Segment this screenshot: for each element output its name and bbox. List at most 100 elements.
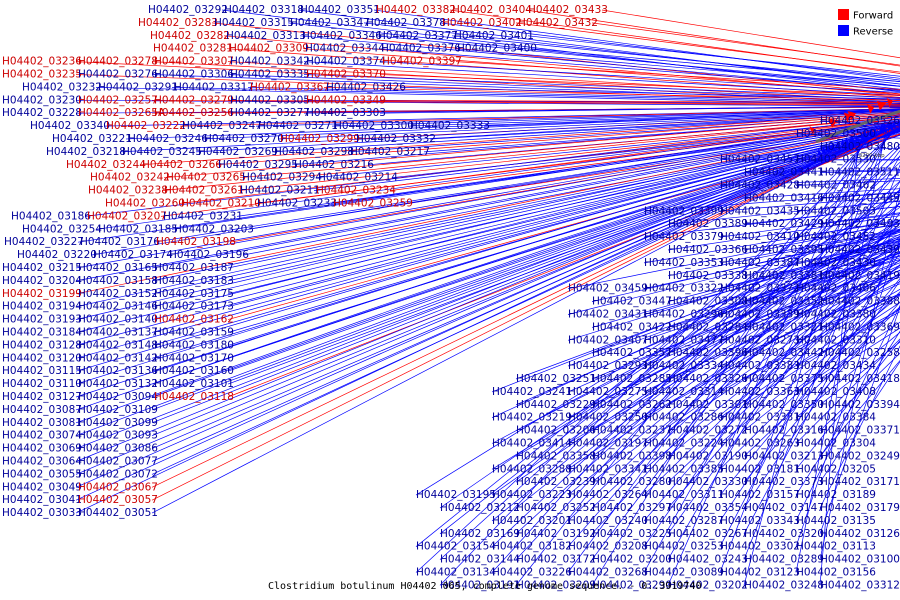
gene-label[interactable]: H04402_03211: [240, 185, 320, 197]
gene-label[interactable]: H04402_03156: [796, 567, 876, 579]
gene-label[interactable]: H04402_03435: [720, 205, 800, 217]
gene-label[interactable]: H04402_03400: [457, 43, 537, 55]
gene-label[interactable]: H04402_03196: [169, 249, 249, 261]
gene-label[interactable]: H04402_03256: [154, 107, 234, 119]
gene-label[interactable]: H04402_03240: [568, 515, 648, 527]
gene-label[interactable]: H04402_03257: [78, 94, 158, 106]
gene-label[interactable]: H04402_03221: [52, 133, 132, 145]
gene-label[interactable]: H04402_03249: [820, 450, 900, 462]
gene-label[interactable]: H04402_03285: [592, 373, 672, 385]
gene-label[interactable]: H04402_03332: [356, 133, 436, 145]
gene-label[interactable]: H04402_03228: [2, 107, 82, 119]
gene-label[interactable]: H04402_03241: [492, 386, 572, 398]
gene-label[interactable]: H04402_03231: [163, 210, 243, 222]
gene-label[interactable]: H04402_03304: [796, 438, 876, 450]
gene-label[interactable]: H04402_03064: [2, 456, 82, 468]
gene-label[interactable]: H04402_03120: [2, 352, 82, 364]
gene-label[interactable]: H04402_03439: [820, 244, 900, 256]
gene-label[interactable]: H04402_03260: [105, 198, 185, 210]
gene-label[interactable]: H04402_03242: [90, 172, 170, 184]
gene-label[interactable]: H04402_03222: [106, 120, 186, 132]
gene-label[interactable]: H04402_03232: [22, 81, 102, 93]
gene-label[interactable]: H04402_03377: [378, 30, 458, 42]
gene-label[interactable]: H04402_03072: [78, 468, 158, 480]
gene-label[interactable]: H04402_03384: [796, 412, 876, 424]
gene-label[interactable]: H04402_03414: [492, 438, 572, 450]
gene-label[interactable]: H04402_03352: [744, 296, 824, 308]
gene-label[interactable]: H04402_03146: [78, 301, 158, 313]
gene-label[interactable]: H04402_03433: [528, 4, 608, 16]
gene-label[interactable]: H04402_03159: [154, 327, 234, 339]
gene-label[interactable]: H04402_03207: [87, 210, 167, 222]
gene-label[interactable]: H04402_03181: [720, 463, 800, 475]
gene-label[interactable]: H04402_03338: [668, 270, 748, 282]
gene-label[interactable]: H04402_03185: [98, 223, 178, 235]
gene-label[interactable]: H04402_03265: [166, 172, 246, 184]
gene-label[interactable]: H04402_03169: [440, 528, 520, 540]
gene-label[interactable]: H04402_03142: [78, 352, 158, 364]
gene-label[interactable]: H04402_03093: [78, 430, 158, 442]
gene-label[interactable]: H04402_03383: [720, 360, 800, 372]
gene-label[interactable]: H04402_03309: [229, 43, 309, 55]
gene-label[interactable]: H04402_03350: [744, 399, 824, 411]
gene-label[interactable]: H04402_03357: [592, 347, 672, 359]
gene-label[interactable]: H04402_03253: [644, 541, 724, 553]
gene-label[interactable]: H04402_03399: [644, 205, 724, 217]
gene-label[interactable]: H04402_03230: [2, 94, 82, 106]
gene-label[interactable]: H04402_03087: [2, 404, 82, 416]
gene-label[interactable]: H04402_03123: [720, 567, 800, 579]
gene-label[interactable]: H04402_03186: [11, 210, 91, 222]
gene-label[interactable]: H04402_03236: [2, 56, 82, 68]
gene-label[interactable]: H04402_03057: [78, 494, 158, 506]
gene-label[interactable]: H04402_03115: [2, 365, 82, 377]
gene-label[interactable]: H04402_03184: [2, 327, 82, 339]
gene-label[interactable]: H04402_03198: [156, 236, 236, 248]
gene-label[interactable]: H04402_03170: [154, 352, 234, 364]
gene-label[interactable]: H04402_03318: [224, 4, 304, 16]
gene-label[interactable]: H04402_03287: [644, 515, 724, 527]
gene-label[interactable]: H04402_03295: [218, 159, 298, 171]
gene-label[interactable]: H04402_03299: [280, 133, 360, 145]
gene-label[interactable]: H04402_03189: [796, 489, 876, 501]
gene-label[interactable]: H04402_03449: [820, 192, 900, 204]
gene-label[interactable]: H04402_03301: [668, 399, 748, 411]
gene-label[interactable]: H04402_03289: [744, 554, 824, 566]
gene-label[interactable]: H04402_03387: [720, 257, 800, 269]
gene-label[interactable]: H04402_03172: [516, 554, 596, 566]
gene-label[interactable]: H04402_03354: [668, 502, 748, 514]
gene-label[interactable]: H04402_03214: [318, 172, 398, 184]
gene-label[interactable]: H04402_03175: [154, 288, 234, 300]
gene-label[interactable]: H04402_03136: [78, 365, 158, 377]
gene-label[interactable]: H04402_03404: [452, 4, 532, 16]
gene-label[interactable]: H04402_03290: [592, 579, 672, 591]
gene-label[interactable]: H04402_03203: [174, 223, 254, 235]
gene-label[interactable]: H04402_03326: [668, 373, 748, 385]
gene-label[interactable]: H04402_03086: [78, 443, 158, 455]
gene-label[interactable]: H04402_03335: [230, 69, 310, 81]
gene-label[interactable]: H04402_03351: [300, 4, 380, 16]
gene-label[interactable]: H04402_03235: [2, 69, 82, 81]
gene-label[interactable]: H04402_03406: [796, 283, 876, 295]
gene-label[interactable]: H04402_03530: [796, 154, 876, 166]
gene-label[interactable]: H04402_03442: [744, 347, 824, 359]
gene-label[interactable]: H04402_03322: [644, 283, 724, 295]
gene-label[interactable]: H04402_03358: [516, 450, 596, 462]
gene-label[interactable]: H04402_03426: [326, 81, 406, 93]
gene-label[interactable]: H04402_03194: [2, 301, 82, 313]
gene-label[interactable]: H04402_03353: [644, 257, 724, 269]
gene-label[interactable]: H04402_03245: [122, 146, 202, 158]
gene-label[interactable]: H04402_03477: [644, 334, 724, 346]
gene-label[interactable]: H04402_03220: [17, 249, 97, 261]
gene-label[interactable]: H04402_03452: [796, 231, 876, 243]
gene-label[interactable]: H04402_03033: [2, 507, 82, 519]
gene-label[interactable]: H04402_03462: [796, 180, 876, 192]
gene-label[interactable]: H04402_03457: [720, 154, 800, 166]
gene-label[interactable]: H04402_03162: [154, 314, 234, 326]
gene-label[interactable]: H04402_03081: [2, 417, 82, 429]
gene-label[interactable]: H04402_03402: [442, 17, 522, 29]
gene-label[interactable]: H04402_03205: [796, 463, 876, 475]
gene-label[interactable]: H04402_03298: [274, 146, 354, 158]
gene-label[interactable]: H04402_03367: [250, 81, 330, 93]
gene-label[interactable]: H04402_03374: [306, 56, 386, 68]
gene-label[interactable]: H04402_03251: [516, 373, 596, 385]
